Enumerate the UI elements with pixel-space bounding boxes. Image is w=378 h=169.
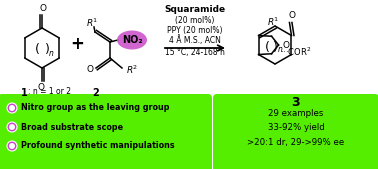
Text: 3: 3 <box>292 95 300 108</box>
Text: O: O <box>39 4 46 13</box>
Text: $\mathbf{1}$: $\mathbf{1}$ <box>20 86 28 98</box>
Text: 4 Å M.S., ACN: 4 Å M.S., ACN <box>169 35 221 45</box>
Text: O: O <box>37 83 45 92</box>
Text: (20 mol%): (20 mol%) <box>175 16 215 25</box>
Ellipse shape <box>117 30 147 50</box>
Text: ···COR$^2$: ···COR$^2$ <box>280 46 311 58</box>
Circle shape <box>9 143 15 149</box>
Text: ): ) <box>45 43 50 56</box>
Text: 15 °C, 24-168 h: 15 °C, 24-168 h <box>165 47 225 56</box>
FancyBboxPatch shape <box>0 94 212 169</box>
Text: $R^1$: $R^1$ <box>267 16 280 28</box>
Text: n: n <box>48 49 53 57</box>
Text: $R^1$: $R^1$ <box>86 17 98 29</box>
Text: NO₂: NO₂ <box>122 35 142 45</box>
Circle shape <box>9 124 15 130</box>
Text: PPY (20 mol%): PPY (20 mol%) <box>167 26 223 34</box>
Text: (: ( <box>265 41 270 54</box>
Text: $R^2$: $R^2$ <box>126 64 138 76</box>
Text: Nitro group as the leaving group: Nitro group as the leaving group <box>21 103 169 113</box>
Circle shape <box>7 141 17 151</box>
Text: n: n <box>277 45 282 54</box>
Text: +: + <box>70 35 84 53</box>
Circle shape <box>9 105 15 111</box>
Text: : n = 1 or 2: : n = 1 or 2 <box>28 88 71 96</box>
Text: Squaramide: Squaramide <box>164 6 226 15</box>
Text: 29 examples: 29 examples <box>268 110 324 118</box>
Text: O: O <box>87 66 93 75</box>
Text: Profound synthetic manipulations: Profound synthetic manipulations <box>21 141 175 151</box>
Circle shape <box>7 103 17 113</box>
Circle shape <box>7 122 17 132</box>
Text: ): ) <box>273 41 277 54</box>
Text: O: O <box>289 10 296 19</box>
Text: >20:1 dr, 29->99% ee: >20:1 dr, 29->99% ee <box>247 138 345 147</box>
Text: 33-92% yield: 33-92% yield <box>268 124 324 132</box>
Text: (: ( <box>34 43 39 56</box>
Text: O: O <box>282 41 290 50</box>
Text: $\mathbf{2}$: $\mathbf{2}$ <box>92 86 100 98</box>
FancyBboxPatch shape <box>213 94 378 169</box>
Text: Broad substrate scope: Broad substrate scope <box>21 123 123 131</box>
